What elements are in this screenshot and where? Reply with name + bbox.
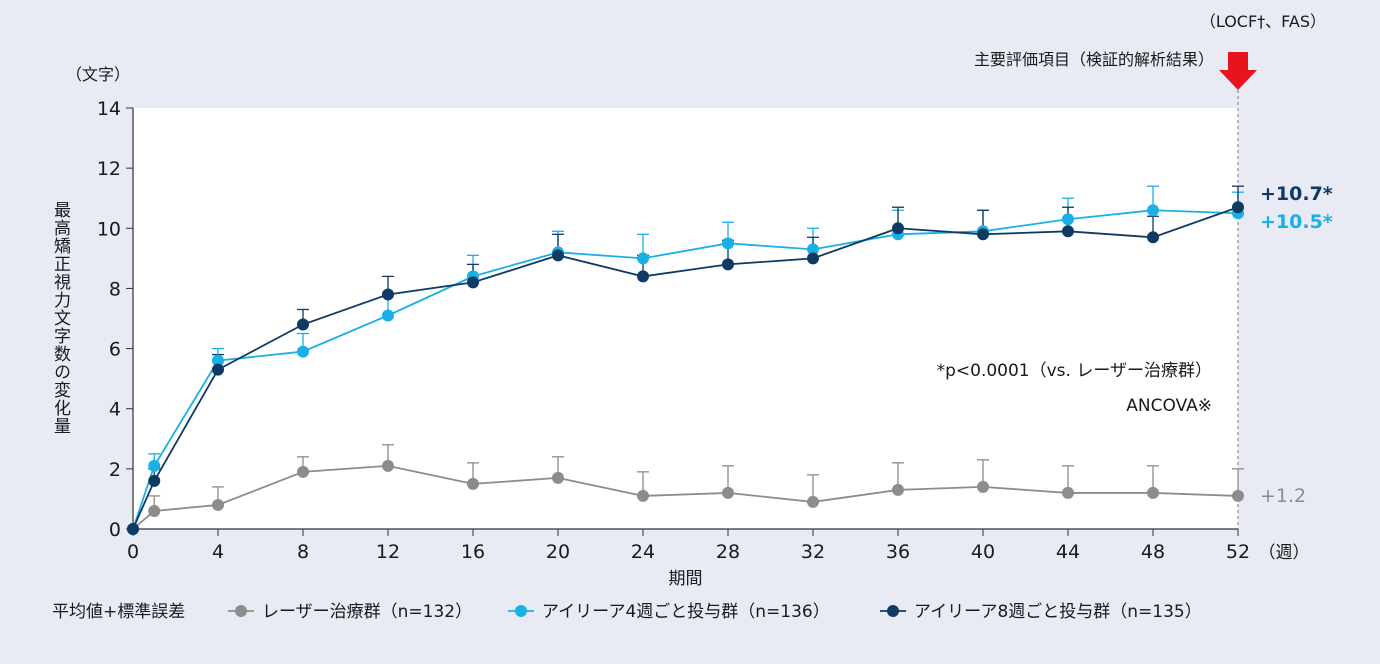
data-point <box>467 477 479 490</box>
y-tick-label: 12 <box>97 158 121 180</box>
data-point <box>212 363 224 376</box>
x-tick-label: 24 <box>631 541 655 563</box>
data-point <box>212 354 224 367</box>
x-tick-label: 36 <box>886 541 910 563</box>
y-tick-label: 10 <box>97 218 121 240</box>
data-point <box>722 486 734 499</box>
data-point <box>1062 213 1074 226</box>
data-point <box>637 270 649 283</box>
x-tick-label: 48 <box>1141 541 1165 563</box>
y-tick-label: 4 <box>109 399 121 421</box>
data-point <box>148 504 161 517</box>
legend-label-q4w: アイリーア4週ごと投与群（n=136） <box>542 602 830 622</box>
data-point <box>552 471 564 484</box>
x-tick-label: 8 <box>297 541 309 563</box>
data-point <box>148 474 161 487</box>
x-tick-label: 12 <box>376 541 400 563</box>
x-axis-unit: （週） <box>1259 543 1310 563</box>
end-label-laser: +1.2 <box>1260 485 1306 507</box>
series-line-group-q8w <box>127 201 1244 535</box>
x-axis-title: 期間 <box>669 569 703 589</box>
data-point <box>807 243 819 256</box>
data-point <box>1147 231 1159 244</box>
x-tick-label: 0 <box>127 541 139 563</box>
data-point <box>1062 225 1074 238</box>
data-point <box>148 459 161 472</box>
data-point <box>977 228 989 241</box>
data-point <box>382 309 394 322</box>
legend-swatch-marker <box>887 605 899 617</box>
x-tick-label: 40 <box>971 541 995 563</box>
y-tick-label: 8 <box>109 278 121 300</box>
data-point <box>297 318 309 331</box>
data-point <box>297 465 309 478</box>
data-point <box>1062 486 1074 499</box>
x-tick-label: 32 <box>801 541 825 563</box>
data-point <box>892 483 904 496</box>
data-point <box>382 459 394 472</box>
pvalue-note: *p<0.0001（vs. レーザー治療群） <box>937 361 1212 381</box>
y-tick-label: 0 <box>109 519 121 541</box>
data-point <box>807 252 819 265</box>
series-laser <box>148 444 1244 511</box>
data-point <box>1147 204 1159 217</box>
data-point <box>807 495 819 508</box>
data-point <box>467 276 479 289</box>
data-point <box>552 249 564 262</box>
data-point <box>1232 489 1244 502</box>
data-point <box>892 222 904 235</box>
ancova-note: ANCOVA※ <box>1126 396 1212 416</box>
legend-prefix: 平均値+標準誤差 <box>52 602 185 622</box>
plot-area <box>133 108 1238 529</box>
data-point <box>297 345 309 358</box>
data-point <box>1147 486 1159 499</box>
series-line-group-laser <box>127 459 1244 535</box>
data-point <box>1232 201 1244 214</box>
x-tick-label: 52 <box>1226 541 1250 563</box>
data-point <box>722 258 734 271</box>
legend-swatch-marker <box>515 605 527 617</box>
y-tick-label: 14 <box>97 98 121 120</box>
end-label-q8w: +10.7* <box>1260 183 1333 205</box>
legend-label-laser: レーザー治療群（n=132） <box>262 602 472 622</box>
data-point <box>382 288 394 301</box>
data-point <box>212 498 224 511</box>
locf-fas-note: （LOCF†、FAS） <box>1200 12 1326 31</box>
y-axis-title: 最高矯正視力文字数の変化量 <box>50 201 71 435</box>
data-point <box>977 480 989 493</box>
data-point <box>637 252 649 265</box>
x-tick-label: 16 <box>461 541 485 563</box>
primary-endpoint-arrow <box>1219 52 1257 90</box>
data-point <box>127 523 139 535</box>
x-tick-label: 28 <box>716 541 740 563</box>
y-tick-label: 2 <box>109 459 121 481</box>
end-label-q4w: +10.5* <box>1260 211 1333 233</box>
y-tick-label: 6 <box>109 339 121 361</box>
primary-endpoint-label: 主要評価項目（検証的解析結果） <box>974 50 1214 69</box>
legend-swatch-marker <box>235 605 247 617</box>
x-tick-label: 20 <box>546 541 570 563</box>
x-tick-label: 4 <box>212 541 224 563</box>
data-point <box>637 489 649 502</box>
data-point <box>722 237 734 250</box>
legend-label-q8w: アイリーア8週ごと投与群（n=135） <box>914 602 1202 622</box>
x-tick-label: 44 <box>1056 541 1080 563</box>
y-axis-unit: （文字） <box>66 65 130 84</box>
